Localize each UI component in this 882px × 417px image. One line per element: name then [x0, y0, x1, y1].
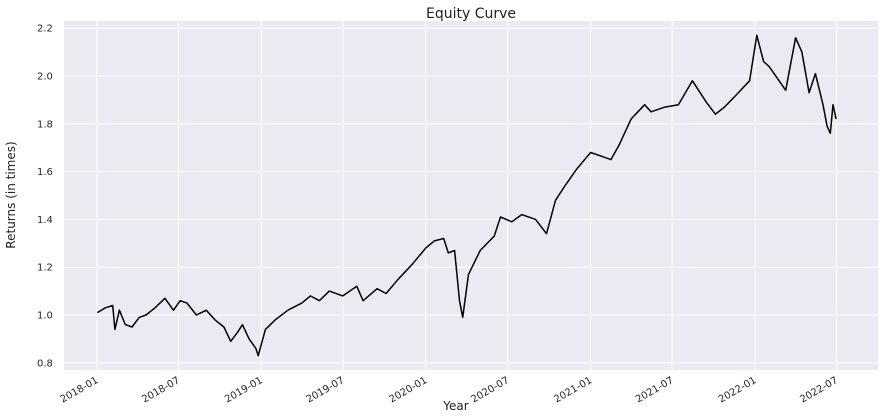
y-tick-label: 1.2: [37, 263, 53, 274]
y-tick-label: 2.0: [37, 71, 53, 82]
series-layer: [96, 34, 837, 357]
grid-lines: [64, 21, 878, 370]
y-axis-label: Returns (in times): [4, 141, 18, 248]
chart-title: Equity Curve: [426, 6, 516, 22]
y-tick-label: 1.8: [37, 119, 53, 130]
y-tick-label: 1.6: [37, 167, 53, 178]
y-axis-ticks: 0.8 1.0 1.2 1.4 1.6 1.8 2.0 2.2: [37, 24, 53, 370]
y-tick-label: 1.4: [37, 215, 53, 226]
x-tick-label: 2019-07: [305, 375, 347, 405]
y-tick-label: 0.8: [37, 358, 53, 369]
equity-series-line: [96, 34, 837, 357]
x-tick-label: 2021-01: [552, 375, 594, 405]
x-tick-label: 2019-01: [223, 375, 265, 405]
x-tick-label: 2022-07: [798, 375, 840, 405]
x-tick-label: 2022-01: [717, 375, 759, 405]
plot-background: [64, 21, 878, 370]
x-tick-label: 2020-07: [470, 375, 512, 405]
x-tick-label: 2020-01: [388, 375, 430, 405]
x-tick-label: 2021-07: [634, 375, 676, 405]
x-tick-label: 2018-01: [59, 375, 101, 405]
y-tick-label: 1.0: [37, 311, 53, 322]
x-axis-label: Year: [442, 399, 468, 413]
x-tick-label: 2018-07: [140, 375, 182, 405]
y-tick-label: 2.2: [37, 24, 53, 35]
